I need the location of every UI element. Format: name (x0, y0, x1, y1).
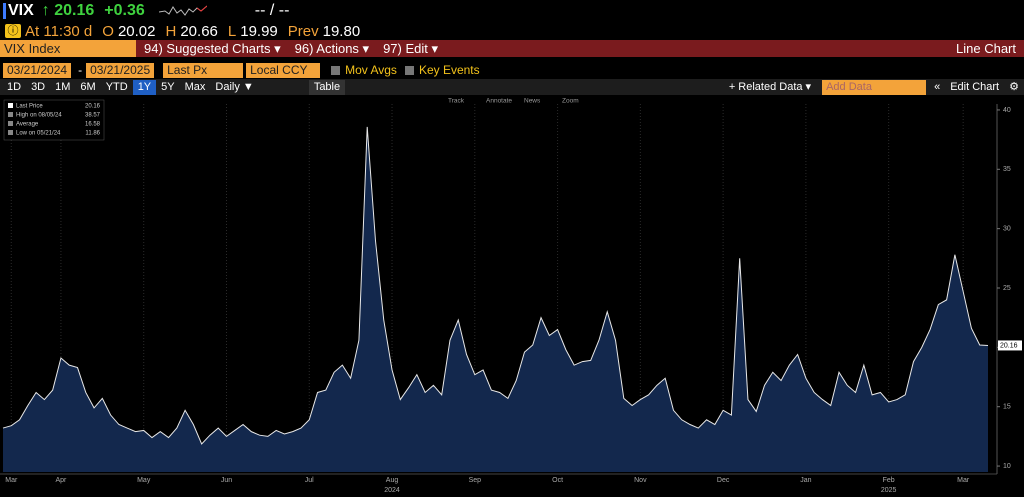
menu-item[interactable]: 97) Edit ▾ (383, 40, 439, 56)
checkbox[interactable] (404, 66, 414, 75)
year-label: 2025 (881, 487, 897, 494)
period-button[interactable]: Max (184, 80, 206, 93)
period-button[interactable]: YTD (105, 80, 128, 93)
separator: - (78, 63, 83, 77)
periods: 1D 3D 1M 6M YTD 1Y 5Y Max (2, 79, 210, 95)
quote-label: L (227, 22, 237, 40)
add-data[interactable]: Add Data (822, 79, 927, 95)
end-date[interactable]: 03/21/2025 (86, 62, 155, 78)
legend-value: 16.58 (85, 122, 101, 128)
chart-tool: News (524, 98, 541, 105)
view: Line Chart (956, 41, 1016, 56)
period-button[interactable]: 6M (80, 80, 96, 93)
period-button[interactable]: 3D (31, 80, 46, 93)
y-tick-label: 10 (1003, 463, 1011, 470)
edit-chart[interactable]: Edit Chart (950, 80, 1000, 93)
frequency[interactable]: Daily ▼ (215, 80, 254, 93)
toggles: Mov Avgs Key Events (323, 63, 480, 77)
y-tick-label: 15 (1003, 404, 1011, 411)
table[interactable]: Table (308, 79, 346, 95)
security[interactable]: VIX Index (0, 40, 136, 57)
x-tick-label: Jun (221, 477, 232, 484)
toggle-label: Mov Avgs (345, 63, 397, 77)
ticker: VIX (8, 2, 34, 19)
quote-value: 19.99 (240, 22, 278, 40)
period-button[interactable]: 1M (55, 80, 71, 93)
info-icon[interactable]: ⓘ (5, 24, 21, 38)
quote-label: Prev (287, 22, 319, 40)
legend-value: 11.86 (85, 131, 100, 137)
sparkline-icon (158, 5, 207, 16)
chart-tool: Zoom (562, 98, 579, 105)
menu-bar: VIX Index 94) Suggested Charts ▾ 96) Acti… (0, 40, 1024, 57)
related[interactable]: + Related Data ▾ (728, 80, 812, 93)
legend-label: Average (16, 122, 39, 128)
last-value-label: 20.16 (1000, 342, 1018, 349)
x-tick-label: Apr (55, 477, 67, 484)
quote-label: H (165, 22, 177, 40)
marker (3, 3, 6, 19)
menu-item[interactable]: 94) Suggested Charts ▾ (144, 40, 281, 56)
field[interactable]: Last Px (163, 62, 244, 78)
y-tick-label: 40 (1003, 107, 1011, 114)
period-button[interactable]: 5Y (161, 80, 175, 93)
x-tick-label: Jan (800, 477, 811, 484)
collapse[interactable]: « (934, 80, 941, 93)
change: +0.36 (104, 2, 145, 19)
legend-label: High on 08/05/24 (16, 113, 62, 119)
detail-line: ⓘ At 11:30 d O 20.02 H 20.66 L 19.99 Prev 19.80 (0, 22, 1024, 40)
x-tick-label: Mar (957, 477, 970, 484)
area-line (2, 126, 989, 445)
menu-item[interactable]: 96) Actions ▾ (294, 40, 370, 56)
chart-tool: Track (448, 98, 465, 105)
legend-label: Last Price (16, 104, 43, 110)
x-tick-label: May (137, 477, 151, 484)
x-tick-label: Jul (305, 477, 314, 484)
legend-label: Low on 05/21/24 (16, 131, 61, 137)
chart-tool: Annotate (486, 98, 512, 105)
quote-line: VIX ↑ 20.16 +0.36 -- / -- (0, 0, 1024, 22)
y-tick-label: 25 (1003, 285, 1011, 292)
last-price: ↑ 20.16 (41, 2, 95, 19)
legend-swatch (8, 121, 13, 126)
period-button[interactable]: 1D (7, 80, 22, 93)
toggle-label: Key Events (418, 63, 480, 77)
toolbar: 1D 3D 1M 6M YTD 1Y 5Y Max Daily ▼ Table + Relat… (0, 79, 1024, 95)
quote-value: 20.66 (180, 22, 218, 40)
x-tick-label: Nov (634, 477, 647, 484)
y-tick-label: 30 (1003, 225, 1011, 232)
currency[interactable]: Local CCY (246, 62, 321, 78)
quote-fields: O 20.02 H 20.66 L 19.99 Prev 19.80 (92, 23, 360, 40)
menu-items: 94) Suggested Charts ▾ 96) Actions ▾ 97) E… (144, 41, 956, 57)
last-value-tag (998, 340, 1022, 351)
x-tick-label: Mar (5, 477, 18, 484)
controls: 03/21/2024 - 03/21/2025 Last Px Local CC… (0, 61, 1024, 79)
legend-swatch (8, 103, 13, 108)
time: At 11:30 d (25, 22, 93, 40)
legend-value: 38.57 (85, 113, 101, 119)
x-tick-label: Aug (386, 477, 399, 484)
legend-value: 20.16 (85, 104, 101, 110)
period-button[interactable]: 1Y (132, 79, 157, 95)
legend-swatch (8, 112, 13, 117)
x-tick-label: Sep (469, 477, 482, 484)
settings[interactable]: ⚙ (1009, 80, 1019, 93)
chart: Mar Apr May Jun Jul Aug Sep Oct Nov Dec Jan Feb Mar 2… (0, 95, 1024, 497)
legend-swatch (8, 130, 13, 135)
quote-value: 20.02 (117, 22, 156, 40)
x-tick-label: Dec (717, 477, 730, 484)
bid-ask: -- / -- (254, 2, 290, 19)
checkbox[interactable] (331, 66, 341, 75)
year-label: 2024 (384, 487, 400, 494)
start-date[interactable]: 03/21/2024 (3, 62, 72, 78)
area-fill (3, 126, 988, 473)
y-tick-label: 35 (1003, 166, 1011, 173)
legend-box (3, 99, 105, 141)
x-tick-label: Oct (552, 477, 563, 484)
quote-label: O (102, 22, 114, 40)
quote-value: 19.80 (322, 22, 361, 40)
x-tick-label: Feb (883, 477, 895, 484)
